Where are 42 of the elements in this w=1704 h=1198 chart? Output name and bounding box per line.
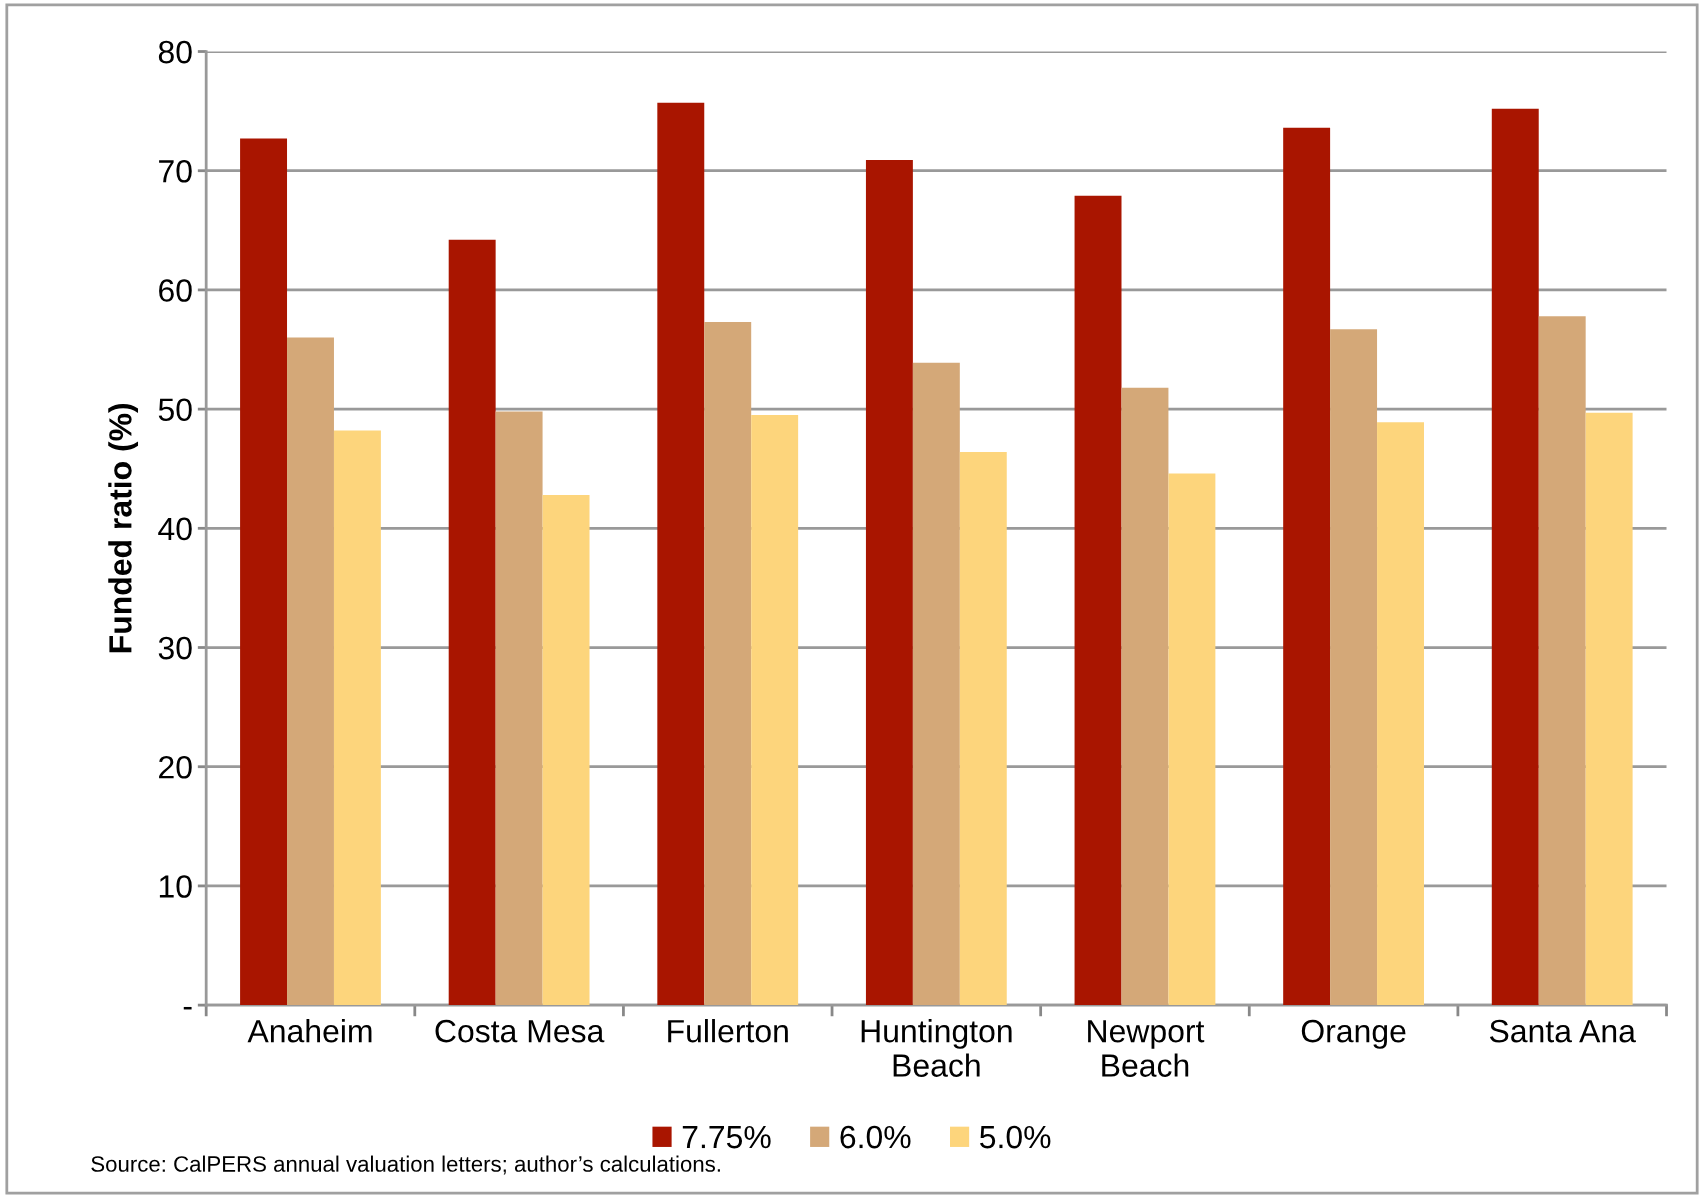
bar (542, 494, 590, 1006)
bar (1121, 387, 1169, 1006)
bar (240, 138, 288, 1006)
x-tick-label: Newport Beach (1088, 1020, 1205, 1077)
legend-label: 5.0% (980, 1125, 1051, 1149)
y-axis-title: Funded ratio (%) (108, 403, 139, 653)
x-tick-label: Anaheim (247, 1019, 372, 1043)
y-tick-label: 60 (159, 279, 192, 302)
legend-label: 6.0% (840, 1125, 911, 1149)
bar (1074, 195, 1122, 1006)
bar (1377, 422, 1424, 1006)
bar (1283, 127, 1331, 1006)
y-tick-label: 40 (158, 517, 192, 541)
x-tick-label: Santa Ana (1489, 1019, 1636, 1043)
bar (865, 159, 913, 1006)
legend-label: 7.75% (682, 1125, 771, 1149)
x-tick-label: Costa Mesa (435, 1019, 605, 1043)
bar (287, 337, 334, 1006)
y-tick-label: 70 (159, 159, 192, 183)
bar (751, 415, 799, 1006)
bar (448, 239, 496, 1006)
bar (1168, 473, 1216, 1006)
bar (1538, 316, 1586, 1006)
y-tick-label: 30 (158, 636, 192, 660)
y-tick-label: 80 (158, 40, 192, 64)
bar (704, 322, 752, 1006)
bar (1330, 329, 1378, 1006)
bar (1491, 108, 1539, 1006)
source-note: Source: CalPERS annual valuation letters; author’s calculations. (91, 1155, 720, 1175)
bar (333, 430, 381, 1006)
x-tick-label: Huntington Beach (861, 1019, 1012, 1077)
x-tick-label: Orange (1301, 1019, 1406, 1049)
bar (657, 102, 705, 1006)
y-tick-label: - (183, 1006, 192, 1010)
y-tick-label: 20 (159, 755, 192, 779)
bar (959, 452, 1007, 1006)
bar (1585, 412, 1633, 1006)
y-tick-label: 10 (159, 875, 192, 898)
x-tick-label: Fullerton (668, 1019, 788, 1043)
y-tick-label: 50 (158, 398, 192, 422)
bar (495, 411, 543, 1006)
bar (912, 362, 960, 1006)
